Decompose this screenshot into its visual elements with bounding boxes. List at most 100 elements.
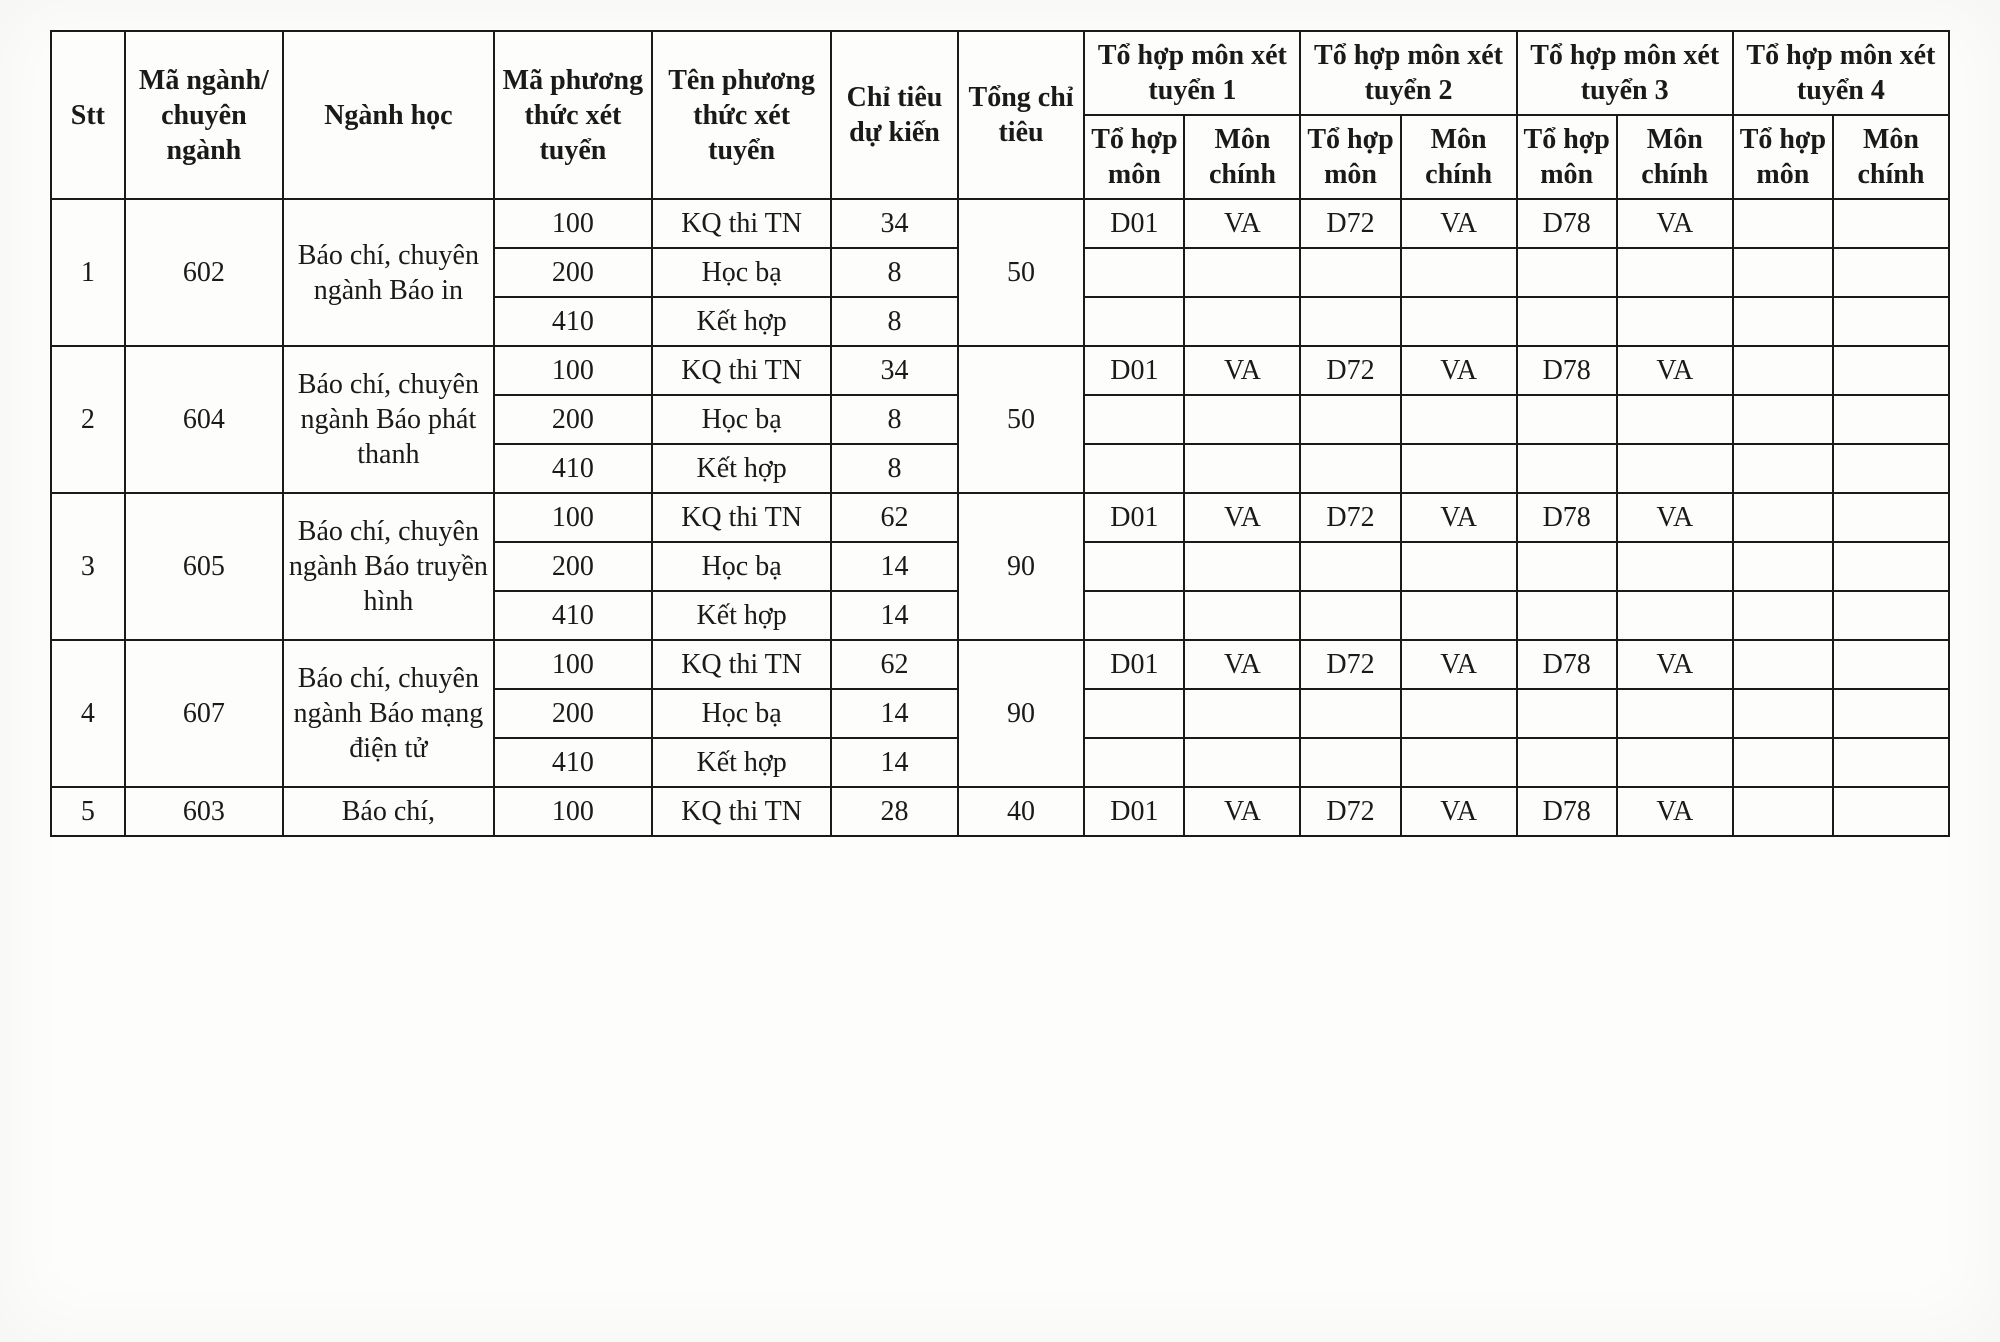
cell-mon-chinh: [1617, 395, 1733, 444]
cell-mon-chinh: [1833, 346, 1949, 395]
cell-to-hop-mon: [1733, 689, 1833, 738]
cell-stt: 1: [51, 199, 125, 346]
col-to-hop-mon-1: Tổ hợp môn: [1084, 115, 1184, 199]
cell-to-hop-mon: [1517, 395, 1617, 444]
cell-to-hop-mon: [1517, 689, 1617, 738]
cell-mon-chinh: [1833, 591, 1949, 640]
cell-to-hop-mon: [1300, 542, 1400, 591]
cell-stt: 2: [51, 346, 125, 493]
cell-mon-chinh: [1617, 591, 1733, 640]
col-to-hop-mon-4: Tổ hợp môn: [1733, 115, 1833, 199]
cell-to-hop-mon: [1733, 395, 1833, 444]
cell-mon-chinh: VA: [1617, 346, 1733, 395]
cell-chi-tieu: 8: [831, 297, 958, 346]
table-row: 4607Báo chí, chuyên ngành Báo mạng điện …: [51, 640, 1949, 689]
cell-to-hop-mon: [1300, 297, 1400, 346]
cell-mon-chinh: [1617, 689, 1733, 738]
table-header: Stt Mã ngành/ chuyên ngành Ngành học Mã …: [51, 31, 1949, 199]
cell-to-hop-mon: [1517, 248, 1617, 297]
cell-ten-phuong-thuc: KQ thi TN: [652, 199, 831, 248]
cell-chi-tieu: 14: [831, 591, 958, 640]
cell-mon-chinh: [1833, 297, 1949, 346]
table-body: 1602Báo chí, chuyên ngành Báo in100KQ th…: [51, 199, 1949, 836]
cell-mon-chinh: [1184, 591, 1300, 640]
table-row: 3605Báo chí, chuyên ngành Báo truyền hìn…: [51, 493, 1949, 542]
cell-ma-phuong-thuc: 200: [494, 395, 652, 444]
admissions-quota-table-page: Stt Mã ngành/ chuyên ngành Ngành học Mã …: [0, 0, 2000, 1342]
cell-to-hop-mon: [1300, 689, 1400, 738]
cell-mon-chinh: VA: [1401, 199, 1517, 248]
cell-chi-tieu: 8: [831, 248, 958, 297]
cell-mon-chinh: [1184, 395, 1300, 444]
col-to-hop-1: Tổ hợp môn xét tuyển 1: [1084, 31, 1300, 115]
cell-stt: 3: [51, 493, 125, 640]
col-mon-chinh-4: Môn chính: [1833, 115, 1949, 199]
cell-ten-phuong-thuc: Kết hợp: [652, 591, 831, 640]
cell-tong-chi-tieu: 40: [958, 787, 1085, 836]
cell-chi-tieu: 34: [831, 346, 958, 395]
cell-mon-chinh: VA: [1617, 493, 1733, 542]
cell-mon-chinh: [1401, 297, 1517, 346]
cell-mon-chinh: [1617, 738, 1733, 787]
cell-ten-phuong-thuc: Kết hợp: [652, 738, 831, 787]
cell-mon-chinh: [1833, 493, 1949, 542]
cell-stt: 4: [51, 640, 125, 787]
cell-to-hop-mon: [1300, 395, 1400, 444]
cell-ten-phuong-thuc: Kết hợp: [652, 297, 831, 346]
cell-chi-tieu: 34: [831, 199, 958, 248]
cell-mon-chinh: [1833, 787, 1949, 836]
cell-ma-phuong-thuc: 100: [494, 493, 652, 542]
cell-chi-tieu: 8: [831, 444, 958, 493]
cell-to-hop-mon: [1300, 738, 1400, 787]
cell-ma-phuong-thuc: 100: [494, 787, 652, 836]
cell-ten-phuong-thuc: KQ thi TN: [652, 640, 831, 689]
cell-to-hop-mon: D78: [1517, 640, 1617, 689]
cell-mon-chinh: [1617, 444, 1733, 493]
admissions-quota-table: Stt Mã ngành/ chuyên ngành Ngành học Mã …: [50, 30, 1950, 837]
cell-mon-chinh: [1833, 248, 1949, 297]
cell-mon-chinh: [1184, 542, 1300, 591]
cell-nganh-hoc: Báo chí, chuyên ngành Báo mạng điện tử: [283, 640, 494, 787]
cell-mon-chinh: [1184, 738, 1300, 787]
cell-ten-phuong-thuc: Học bạ: [652, 248, 831, 297]
cell-to-hop-mon: D01: [1084, 787, 1184, 836]
cell-ma-phuong-thuc: 410: [494, 297, 652, 346]
cell-to-hop-mon: [1517, 444, 1617, 493]
cell-ma-phuong-thuc: 100: [494, 346, 652, 395]
cell-to-hop-mon: [1084, 297, 1184, 346]
cell-to-hop-mon: [1300, 248, 1400, 297]
cell-tong-chi-tieu: 50: [958, 199, 1085, 346]
cell-mon-chinh: [1833, 738, 1949, 787]
cell-mon-chinh: [1401, 248, 1517, 297]
cell-to-hop-mon: D01: [1084, 199, 1184, 248]
cell-ten-phuong-thuc: Học bạ: [652, 542, 831, 591]
col-mon-chinh-2: Môn chính: [1401, 115, 1517, 199]
cell-nganh-hoc: Báo chí, chuyên ngành Báo in: [283, 199, 494, 346]
cell-mon-chinh: [1401, 738, 1517, 787]
cell-tong-chi-tieu: 90: [958, 493, 1085, 640]
cell-chi-tieu: 62: [831, 493, 958, 542]
cell-to-hop-mon: [1084, 738, 1184, 787]
cell-mon-chinh: [1401, 542, 1517, 591]
cell-chi-tieu: 8: [831, 395, 958, 444]
cell-mon-chinh: [1184, 689, 1300, 738]
cell-nganh-hoc: Báo chí, chuyên ngành Báo truyền hình: [283, 493, 494, 640]
cell-mon-chinh: [1617, 248, 1733, 297]
cell-to-hop-mon: [1084, 591, 1184, 640]
cell-mon-chinh: [1401, 689, 1517, 738]
cell-mon-chinh: VA: [1184, 346, 1300, 395]
cell-chi-tieu: 14: [831, 689, 958, 738]
col-to-hop-4: Tổ hợp môn xét tuyển 4: [1733, 31, 1949, 115]
cell-mon-chinh: [1833, 199, 1949, 248]
cell-ma-phuong-thuc: 200: [494, 689, 652, 738]
cell-to-hop-mon: D01: [1084, 493, 1184, 542]
cell-ma-nganh: 602: [125, 199, 283, 346]
cell-to-hop-mon: [1733, 542, 1833, 591]
cell-to-hop-mon: [1300, 591, 1400, 640]
cell-ten-phuong-thuc: Kết hợp: [652, 444, 831, 493]
cell-ma-phuong-thuc: 410: [494, 591, 652, 640]
cell-ten-phuong-thuc: Học bạ: [652, 689, 831, 738]
cell-mon-chinh: VA: [1617, 640, 1733, 689]
cell-ma-phuong-thuc: 200: [494, 248, 652, 297]
cell-nganh-hoc: Báo chí, chuyên ngành Báo phát thanh: [283, 346, 494, 493]
